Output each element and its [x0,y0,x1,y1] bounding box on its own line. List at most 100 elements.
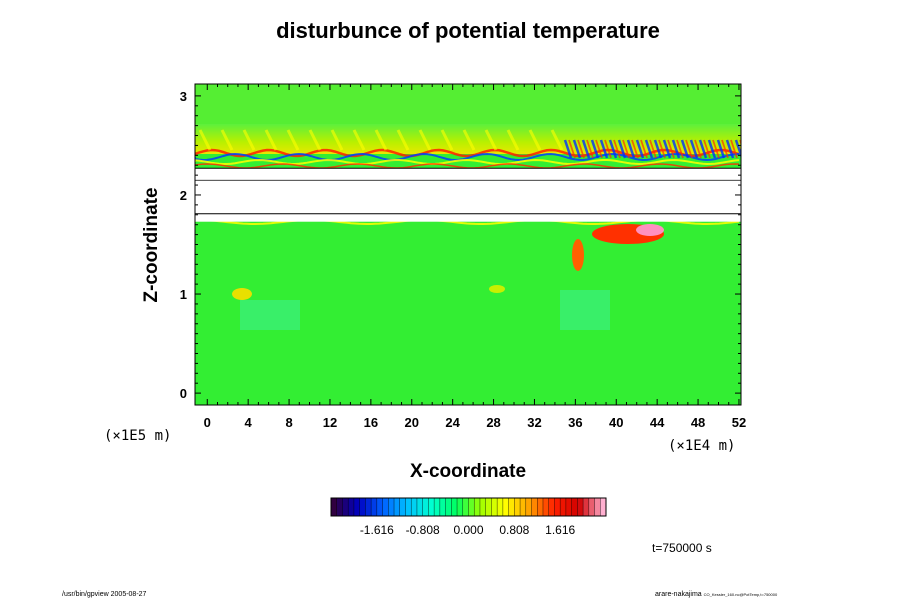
disturbance-streak [195,152,740,162]
colorbar-segment [548,498,555,516]
y-tick-label: 2 [180,188,187,203]
x-tick-label: 40 [609,415,623,430]
gravity-wave-crest [563,139,573,159]
colorbar-segment [554,498,561,516]
footer-right-main: arare-nakajima [655,591,702,598]
gravity-wave-crest [626,139,636,159]
gravity-wave-crest [506,129,520,151]
gravity-wave-crest [396,129,410,151]
colorbar-segment [336,498,343,516]
colorbar-segment [382,498,389,516]
gravity-wave-crest [586,139,594,159]
colorbar-segment [348,498,355,516]
x-axis: 0 4 8 12 16 20 24 28 32 36 40 44 48 52 [204,84,746,430]
colorbar-segment [502,498,510,516]
gravity-wave-crest [198,129,212,151]
gravity-wave-crest [649,139,657,159]
x-tick-label: 12 [323,415,337,430]
yellow-blob [489,285,505,293]
lower-cyan-patch [560,290,610,330]
x-axis-label: X-coordinate [410,461,526,482]
colorbar-segment [365,498,372,516]
x-unit-label: (×1E4 m) [668,438,735,454]
colorbar-segment [353,498,361,516]
gravity-wave-crest [698,139,708,159]
gravity-wave-crest [568,139,576,159]
colorbar-segment [560,498,567,516]
colorbar-segment [520,498,527,516]
colorbar-segment [405,498,412,516]
gravity-wave-crest [680,139,690,159]
gravity-wave-crest [308,129,322,151]
gravity-wave-crest [667,139,675,159]
gravity-wave-crest [725,139,735,159]
gravity-wave-crest [484,129,498,151]
colorbar-segment [531,498,538,516]
colorbar-segment [571,498,578,516]
red-plume-core [636,224,664,236]
x-tick-label: 32 [527,415,541,430]
y-tick-label: 0 [180,386,187,401]
gravity-wave-crest [572,139,582,159]
gravity-wave-crest [242,129,256,151]
footer-right-small: CO_Kessler_160.nc@PotTemp,t=750000 [704,592,778,597]
gravity-wave-crest [352,129,366,151]
gravity-wave-crest [676,139,684,159]
gravity-wave-crest [635,139,645,159]
gravity-wave-crest [220,129,234,151]
colorbar-segment [416,498,424,516]
gravity-wave-crest [374,129,388,151]
colorbar-segment [394,498,401,516]
gravity-wave-crest [528,129,542,151]
colorbar-tick-label: 0.000 [453,523,483,537]
colorbar-segment [600,498,607,516]
colorbar-segment [577,498,584,516]
chart-title: disturbunce of potential temperature [276,18,660,43]
colorbar-tick-label: 0.808 [499,523,529,537]
gravity-wave-crest [286,129,300,151]
gravity-wave-crest [581,139,591,159]
colorbar-segment [399,498,406,516]
gravity-wave-crest [689,139,699,159]
yellow-blob [232,288,252,300]
gravity-wave-crest [721,139,729,159]
colorbar-segment [583,498,590,516]
colorbar-segment [388,498,395,516]
x-tick-label: 0 [204,415,211,430]
gravity-wave-crest [653,139,663,159]
colorbar-segment [525,498,532,516]
disturbance-streak [195,163,740,169]
red-plume [572,239,584,271]
upper-region [195,84,741,124]
gravity-wave-crest [716,139,726,159]
y-axis-label: Z-coordinate [141,187,162,302]
colorbar-segment [428,498,435,516]
gravity-wave-crest [595,139,603,159]
gravity-wave-crest [658,139,666,159]
x-tick-label: 28 [486,415,500,430]
colorbar-segment [514,498,521,516]
colorbar-tick-label: 1.616 [545,523,575,537]
gravity-wave-crest [550,129,564,151]
gravity-wave-crest [631,139,639,159]
gravity-wave-crest [418,129,432,151]
disturbance-streak [195,148,740,158]
colorbar-segment [451,498,458,516]
colorbar-segment [445,498,452,516]
x-tick-label: 36 [568,415,582,430]
x-tick-label: 8 [285,415,292,430]
gravity-wave-crest [604,139,612,159]
undefined-region [195,168,741,222]
x-tick-label: 44 [650,415,665,430]
gravity-wave-crest [577,139,585,159]
colorbar-segment [434,498,441,516]
gravity-wave-crest [734,139,741,159]
gravity-wave-crest [707,139,717,159]
gravity-wave-crest [730,139,738,159]
x-tick-label: 24 [445,415,460,430]
colorbar-segment [371,498,378,516]
colorbar-segment [457,498,464,516]
colorbar-segment [342,498,349,516]
y-tick-label: 1 [180,287,187,302]
